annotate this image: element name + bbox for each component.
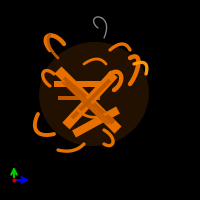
Polygon shape [72, 106, 120, 138]
Polygon shape [63, 76, 115, 124]
Polygon shape [58, 96, 100, 100]
Polygon shape [62, 71, 118, 129]
Polygon shape [64, 81, 110, 125]
Polygon shape [71, 79, 111, 119]
Polygon shape [67, 81, 113, 125]
Polygon shape [61, 81, 107, 125]
Ellipse shape [39, 42, 149, 146]
Polygon shape [54, 66, 122, 134]
Polygon shape [54, 80, 104, 87]
